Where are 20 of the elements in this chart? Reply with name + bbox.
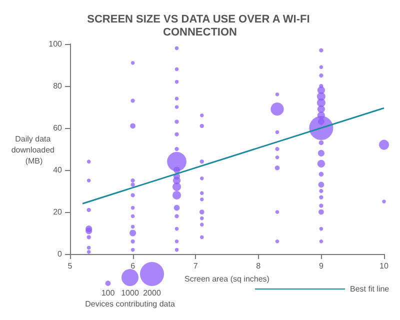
x-tick-label: 9	[318, 262, 324, 270]
y-tick-label: 100	[48, 40, 63, 48]
x-tick-label: 7	[193, 262, 198, 270]
y-tick-label: 20	[53, 208, 63, 216]
x-tick-label: 8	[256, 262, 262, 270]
y-tick-label: 0	[58, 250, 63, 258]
legend-label: 100	[101, 288, 116, 298]
y-tick-label: 80	[53, 82, 63, 90]
y-tick-label: 40	[53, 166, 63, 174]
x-tick-label: 6	[130, 262, 136, 270]
legend-title: Devices contributing data	[85, 300, 176, 308]
y-tick-label: 60	[53, 124, 63, 132]
legend-label: 2000	[143, 288, 162, 298]
text: Best fit line	[350, 284, 390, 294]
chart-title: SCREEN SIZE VS DATA USE OVER A WI-FI CONNECTION	[87, 14, 313, 38]
y-axis-title: Daily data downloaded (MB)	[11, 134, 57, 166]
x-axis-title: Screen area (sq inches)	[184, 274, 270, 284]
legend-label: 1000	[121, 288, 140, 298]
x-tick-label: 5	[68, 262, 73, 270]
x-tick-label: 10	[380, 262, 389, 270]
